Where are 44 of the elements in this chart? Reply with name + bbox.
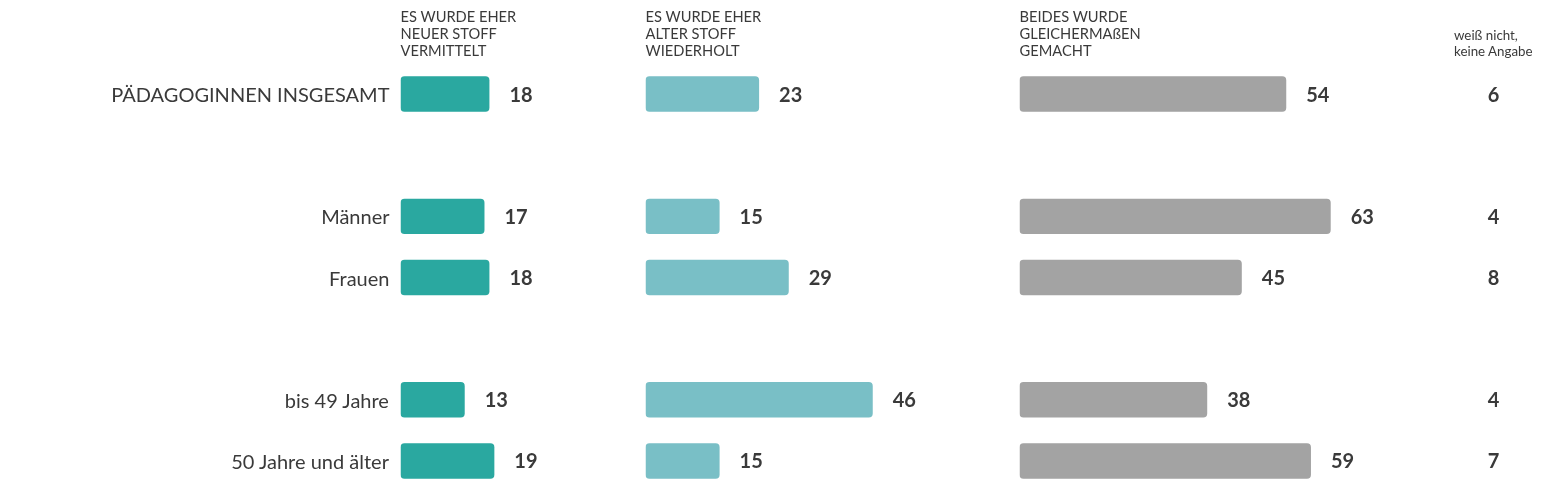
y-tick-label: PÄDAGOGINNEN INSGESAMT <box>111 82 390 107</box>
bar <box>400 259 490 296</box>
chart-title: ES WURDE EHER ALTER STOFF WIEDERHOLT <box>645 7 763 59</box>
bar <box>400 198 485 235</box>
y-tick-label: 50 Jahre und älter <box>231 448 390 473</box>
data-label: 15 <box>739 448 763 473</box>
data-label: 15 <box>739 203 763 228</box>
text: 8 <box>1487 265 1500 289</box>
text: 7 <box>1487 448 1500 473</box>
bar <box>400 443 495 479</box>
data-label: 46 <box>892 387 916 412</box>
data-label: 18 <box>509 265 533 289</box>
bar <box>1019 259 1242 296</box>
text: 4 <box>1487 387 1500 412</box>
text: weiß nicht, keine Angabe <box>1454 26 1533 59</box>
data-label: 29 <box>808 265 832 289</box>
text: 4 <box>1487 203 1500 228</box>
bar <box>1019 443 1311 479</box>
chart-title: BEIDES WURDE GLEICHERMAßEN GEMACHT <box>1019 7 1141 59</box>
data-label: 54 <box>1306 81 1330 106</box>
data-label: 17 <box>504 203 528 228</box>
data-label: 18 <box>509 81 533 106</box>
data-label: 19 <box>514 448 538 473</box>
bar <box>645 382 873 418</box>
text: 6 <box>1487 81 1500 106</box>
bar <box>645 443 720 479</box>
y-tick-label: Männer <box>321 204 391 229</box>
bar <box>645 259 789 296</box>
bar <box>1019 382 1208 418</box>
data-label: 63 <box>1350 203 1374 228</box>
bar <box>645 76 760 112</box>
bar <box>645 198 720 235</box>
data-label: 13 <box>484 387 508 412</box>
bar <box>1019 198 1331 235</box>
data-label: 59 <box>1330 448 1355 473</box>
y-tick-label: Frauen <box>329 265 390 290</box>
data-label: 23 <box>779 81 803 106</box>
bar <box>400 76 490 112</box>
chart-title: ES WURDE EHER NEUER STOFF VERMITTELT <box>400 7 518 59</box>
y-tick-label: bis 49 Jahre <box>284 387 389 412</box>
data-label: 38 <box>1227 387 1251 412</box>
bar <box>400 382 465 418</box>
bar <box>1019 76 1287 112</box>
data-label: 45 <box>1261 265 1285 289</box>
